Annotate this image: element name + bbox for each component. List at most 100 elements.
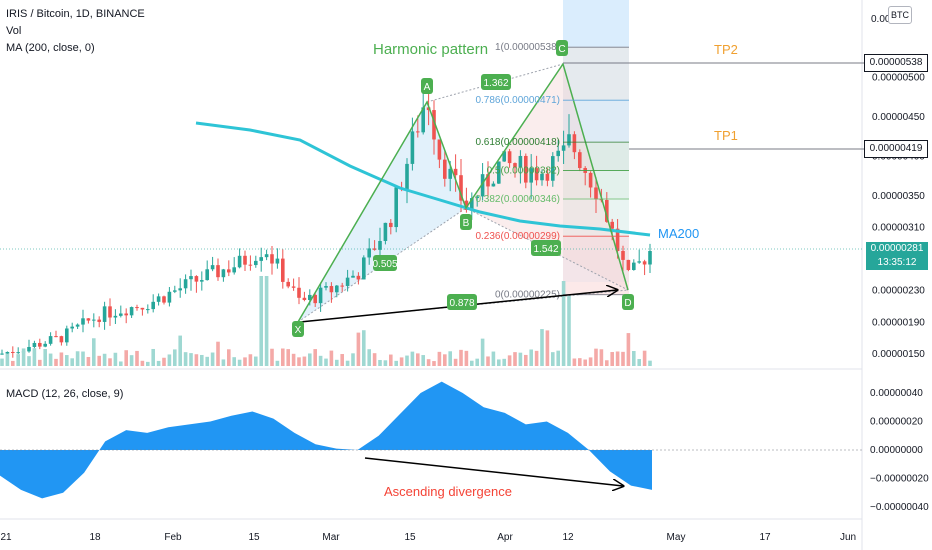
candle-body xyxy=(605,199,609,222)
candle-body xyxy=(437,139,442,160)
candle-body xyxy=(642,261,647,265)
candle-body xyxy=(588,172,593,188)
volume-bar xyxy=(146,361,150,366)
candle-body xyxy=(227,269,231,273)
macd-legend[interactable]: MACD (12, 26, close, 9) xyxy=(6,388,124,400)
candle-body xyxy=(313,294,317,304)
ratio-ac-label-bg xyxy=(481,74,511,90)
volume-bar xyxy=(475,358,479,366)
candle-body xyxy=(59,336,64,343)
volume-bar xyxy=(227,349,231,366)
volume-bar xyxy=(540,329,544,366)
volume-bar xyxy=(32,348,37,366)
candle-body xyxy=(151,301,155,310)
point-b-label-bg xyxy=(460,214,472,230)
volume-bar xyxy=(318,355,323,366)
volume-bar xyxy=(329,350,334,366)
volume-bar xyxy=(486,356,490,366)
volume-bar xyxy=(286,349,290,366)
candle-body xyxy=(351,275,355,278)
volume-bar xyxy=(405,355,409,366)
candle-body xyxy=(637,261,641,263)
candle-body xyxy=(5,351,10,354)
candle-body xyxy=(108,306,112,318)
candle-body xyxy=(345,277,350,286)
bar-countdown: 13:35:12 xyxy=(877,257,917,268)
price-axis-top-label: 0.00 xyxy=(871,14,891,25)
candle-body xyxy=(551,156,555,181)
candle-body xyxy=(540,173,544,181)
ratio-xd-label: 0.878 xyxy=(449,298,474,309)
volume-bar xyxy=(572,358,577,366)
candle-body xyxy=(513,163,517,168)
candle-body xyxy=(140,307,145,310)
volume-bar xyxy=(324,358,328,366)
candle-body xyxy=(578,152,582,169)
time-axis-label: May xyxy=(667,532,686,543)
volume-bar xyxy=(16,354,20,366)
price-axis-label: 0.00000150 xyxy=(872,349,925,360)
volume-bar xyxy=(648,360,652,366)
volume-bar xyxy=(399,357,404,366)
volume-bars xyxy=(0,276,652,366)
volume-bar xyxy=(578,358,582,366)
volume-bar xyxy=(345,360,350,366)
volume-bar xyxy=(43,349,47,366)
candle-body xyxy=(48,336,53,344)
candle-body xyxy=(119,313,123,316)
volume-bar xyxy=(453,358,458,366)
candle-body xyxy=(545,173,550,181)
candle-body xyxy=(648,250,652,265)
time-axis-label: 18 xyxy=(89,532,101,543)
price-axis-label: 0.00000310 xyxy=(872,222,925,233)
volume-bar xyxy=(86,356,91,366)
volume-bar xyxy=(588,357,593,366)
candle-body xyxy=(507,151,512,164)
candle-body xyxy=(378,240,382,250)
candle-body xyxy=(362,257,366,280)
volume-bar xyxy=(313,349,317,366)
volume-legend[interactable]: Vol xyxy=(6,25,22,37)
candle-body xyxy=(572,134,577,153)
symbol-legend[interactable]: IRIS / Bitcoin, 1D, BINANCE xyxy=(6,8,145,20)
candle-body xyxy=(475,196,479,199)
fib-level-label: 0.236(0.00000299) xyxy=(475,231,560,242)
candle-body xyxy=(92,319,96,321)
candle-body xyxy=(237,255,242,268)
candle-body xyxy=(453,168,458,176)
tp1-label: TP1 xyxy=(714,128,738,143)
volume-bar xyxy=(102,353,107,366)
volume-bar xyxy=(605,360,609,366)
candle-body xyxy=(254,260,258,266)
volume-bar xyxy=(480,338,485,366)
volume-bar xyxy=(567,296,571,366)
tp2-label: TP2 xyxy=(714,42,738,57)
volume-bar xyxy=(173,349,177,366)
candle-body xyxy=(43,343,47,347)
volume-bar xyxy=(167,354,172,366)
candle-body xyxy=(524,155,528,183)
price-axis-label: 0.00000350 xyxy=(872,191,925,202)
macd-axis-label: 0.00000020 xyxy=(870,417,923,428)
candle-body xyxy=(416,131,420,133)
fib-level-label: 0.786(0.00000471) xyxy=(475,95,560,106)
candle-body xyxy=(156,296,161,302)
divergence-label: Ascending divergence xyxy=(384,484,512,499)
candle-body xyxy=(356,275,361,280)
point-x-label-bg xyxy=(292,321,304,337)
volume-bar xyxy=(410,351,415,366)
candle-body xyxy=(38,342,42,347)
volume-bar xyxy=(594,348,598,366)
candle-body xyxy=(302,297,307,300)
candle-body xyxy=(556,150,560,157)
candle-body xyxy=(102,306,107,322)
volume-bar xyxy=(97,355,101,366)
candle-body xyxy=(329,286,334,293)
volume-bar xyxy=(183,352,188,366)
candle-body xyxy=(383,222,388,241)
currency-badge[interactable]: BTC xyxy=(888,6,912,24)
ratio-ac-label: 1.362 xyxy=(483,78,508,89)
ma-legend[interactable]: MA (200, close, 0) xyxy=(6,42,95,54)
point-c-label: C xyxy=(558,44,565,55)
